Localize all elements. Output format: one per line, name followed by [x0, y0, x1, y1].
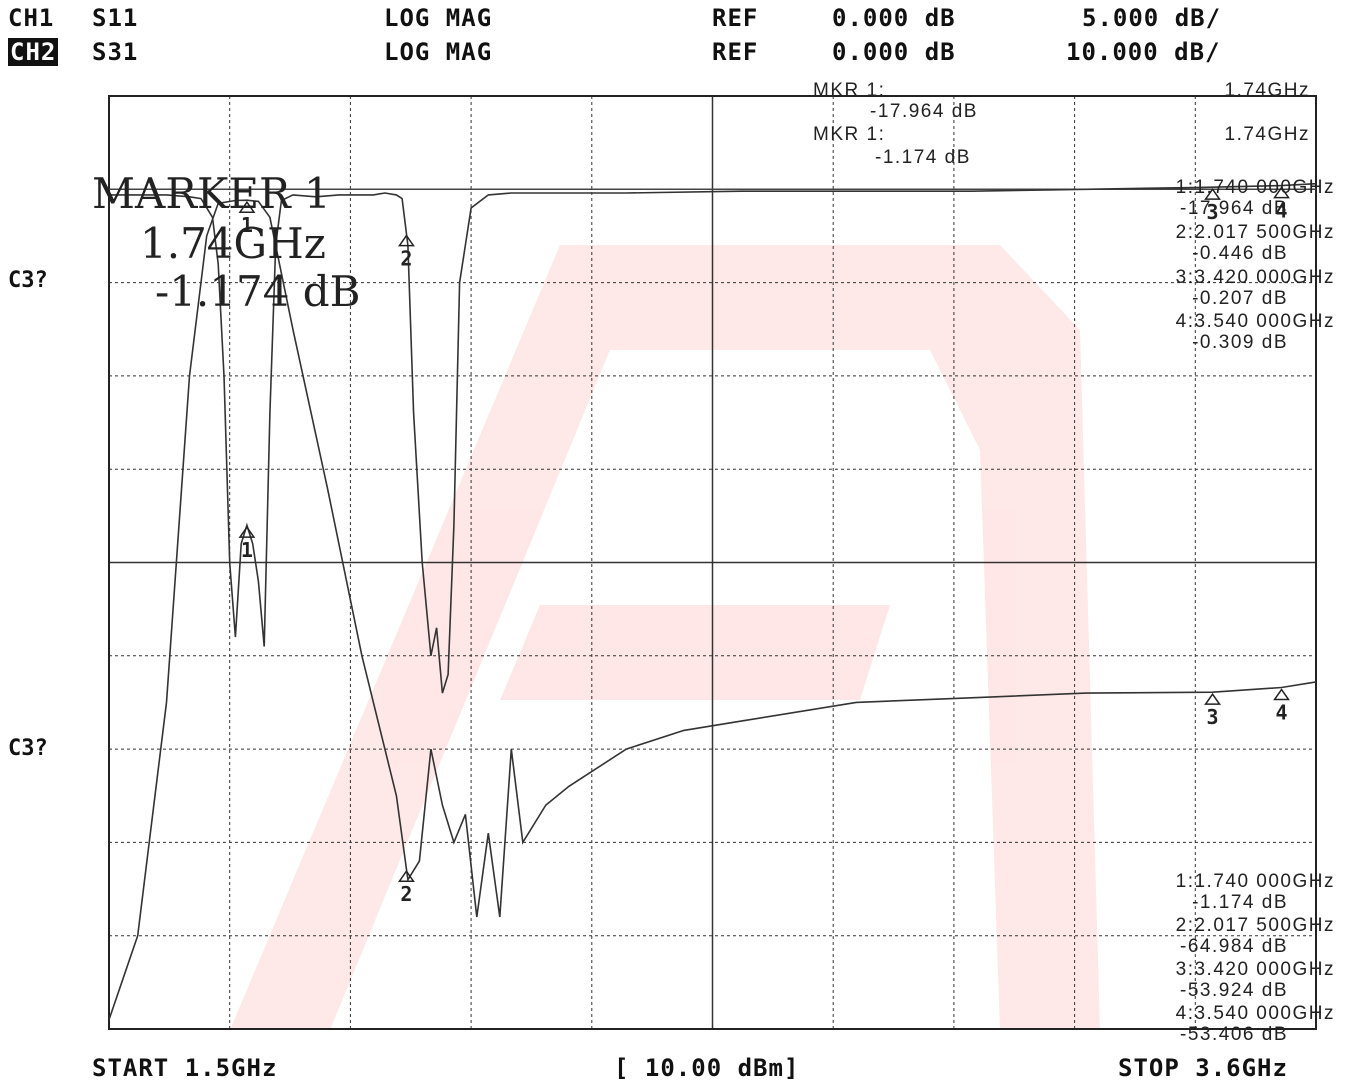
marker-table-bottom: 1:1.740 000GHz -1.174 dB 2:2.017 500GHz … [1176, 871, 1335, 1045]
mt-top-1-freq: 1:1.740 000GHz [1176, 177, 1335, 198]
mkr-ch2-freq: 1.74GHz [1225, 124, 1310, 145]
trace-s11 [109, 182, 1317, 694]
mt-top-2-value: -0.446 dB [1192, 243, 1288, 264]
mt-top-3-freq: 3:3.420 000GHz [1176, 267, 1335, 288]
mt-top-2-freq: 2:2.017 500GHz [1176, 222, 1335, 243]
mt-top-4-value: -0.309 dB [1192, 332, 1288, 353]
marker-2-s31: 2 [397, 869, 415, 906]
ch1-scale: 5.000 dB/ [1082, 4, 1222, 32]
side-label-upper: C3? [8, 268, 48, 293]
mkr-ch1-value: -17.964 dB [870, 101, 978, 122]
ch1-param: S11 [92, 4, 139, 32]
marker-id-label: 3 [1207, 200, 1219, 224]
mt-bot-1-freq: 1:1.740 000GHz [1176, 871, 1335, 892]
side-label-lower: C3? [8, 736, 48, 761]
mt-bot-3-freq: 3:3.420 000GHz [1176, 959, 1335, 980]
ch2-ref-label: REF [712, 38, 759, 66]
marker-1-s11: 1 [238, 525, 256, 562]
marker-triangle-icon [397, 234, 415, 247]
mt-top-1-value: -17.964 dB [1180, 198, 1288, 219]
mt-bot-4-freq: 4:3.540 000GHz [1176, 1003, 1335, 1024]
marker-id-label: 1 [241, 538, 253, 562]
marker-id-label: 2 [400, 882, 412, 906]
trace-s31 [108, 199, 1317, 1020]
mt-top-3-value: -0.207 dB [1192, 288, 1288, 309]
marker-3-s11: 3 [1204, 187, 1221, 224]
mt-bot-2-value: -64.984 dB [1180, 936, 1288, 957]
mt-bot-2-freq: 2:2.017 500GHz [1176, 915, 1335, 936]
ch2-ref-value: 0.000 dB [832, 38, 956, 66]
plot-frame [108, 95, 1317, 1030]
mkr-ch2-value: -1.174 dB [875, 147, 971, 168]
ch1-ref-label: REF [712, 4, 759, 32]
marker-4-s11: 4 [1273, 186, 1290, 223]
traces [108, 182, 1317, 1020]
watermark-logo [230, 245, 1100, 1030]
plot-grid [109, 96, 1316, 1029]
marker-table-top: 1:1.740 000GHz -17.964 dB 2:2.017 500GHz… [1176, 177, 1335, 353]
mt-top-4-freq: 4:3.540 000GHz [1176, 311, 1335, 332]
mkr-ch2-label: MKR 1: [813, 124, 885, 145]
marker-4-s31: 4 [1273, 688, 1290, 725]
marker-triangle-icon [1204, 692, 1221, 705]
marker-1-s31: 1 [238, 200, 256, 237]
marker-id-label: 4 [1275, 199, 1287, 223]
marker-triangle-icon [1204, 187, 1221, 200]
big-marker-title: MARKER 1 [92, 169, 331, 218]
big-marker-freq: 1.74GHz [140, 219, 326, 268]
stop-frequency: STOP 3.6GHz [1118, 1054, 1288, 1082]
marker-triangle-icon [1273, 186, 1290, 199]
ch1-format: LOG MAG [384, 4, 493, 32]
ch2-param: S31 [92, 38, 139, 66]
marker-triangle-icon [238, 525, 256, 538]
marker-3-s31: 3 [1204, 692, 1221, 729]
marker-id-label: 1 [241, 213, 253, 237]
marker-triangle-icon [1273, 688, 1290, 701]
mt-bot-1-value: -1.174 dB [1192, 892, 1288, 913]
source-power: [ 10.00 dBm] [614, 1054, 800, 1082]
ch1-label: CH1 [8, 4, 55, 32]
big-marker-value: -1.174 dB [155, 267, 361, 316]
marker-id-label: 2 [400, 247, 412, 271]
start-frequency: START 1.5GHz [92, 1054, 278, 1082]
ch2-scale: 10.000 dB/ [1066, 38, 1221, 66]
mt-bot-4-value: -53.406 dB [1180, 1024, 1288, 1045]
marker-triangle-icon [397, 869, 415, 882]
ch2-format: LOG MAG [384, 38, 493, 66]
ch1-ref-value: 0.000 dB [832, 4, 956, 32]
marker-triangle-icon [238, 200, 256, 213]
marker-id-label: 3 [1207, 705, 1219, 729]
ch2-label: CH2 [8, 38, 59, 66]
marker-2-s11: 2 [397, 234, 415, 271]
mkr-ch1-freq: 1.74GHz [1225, 80, 1310, 101]
mt-bot-3-value: -53.924 dB [1180, 980, 1288, 1001]
mkr-ch1-label: MKR 1: [813, 80, 885, 101]
marker-id-label: 4 [1275, 701, 1287, 725]
markers: 1 2 3 4 1 2 3 4 [238, 186, 1290, 906]
